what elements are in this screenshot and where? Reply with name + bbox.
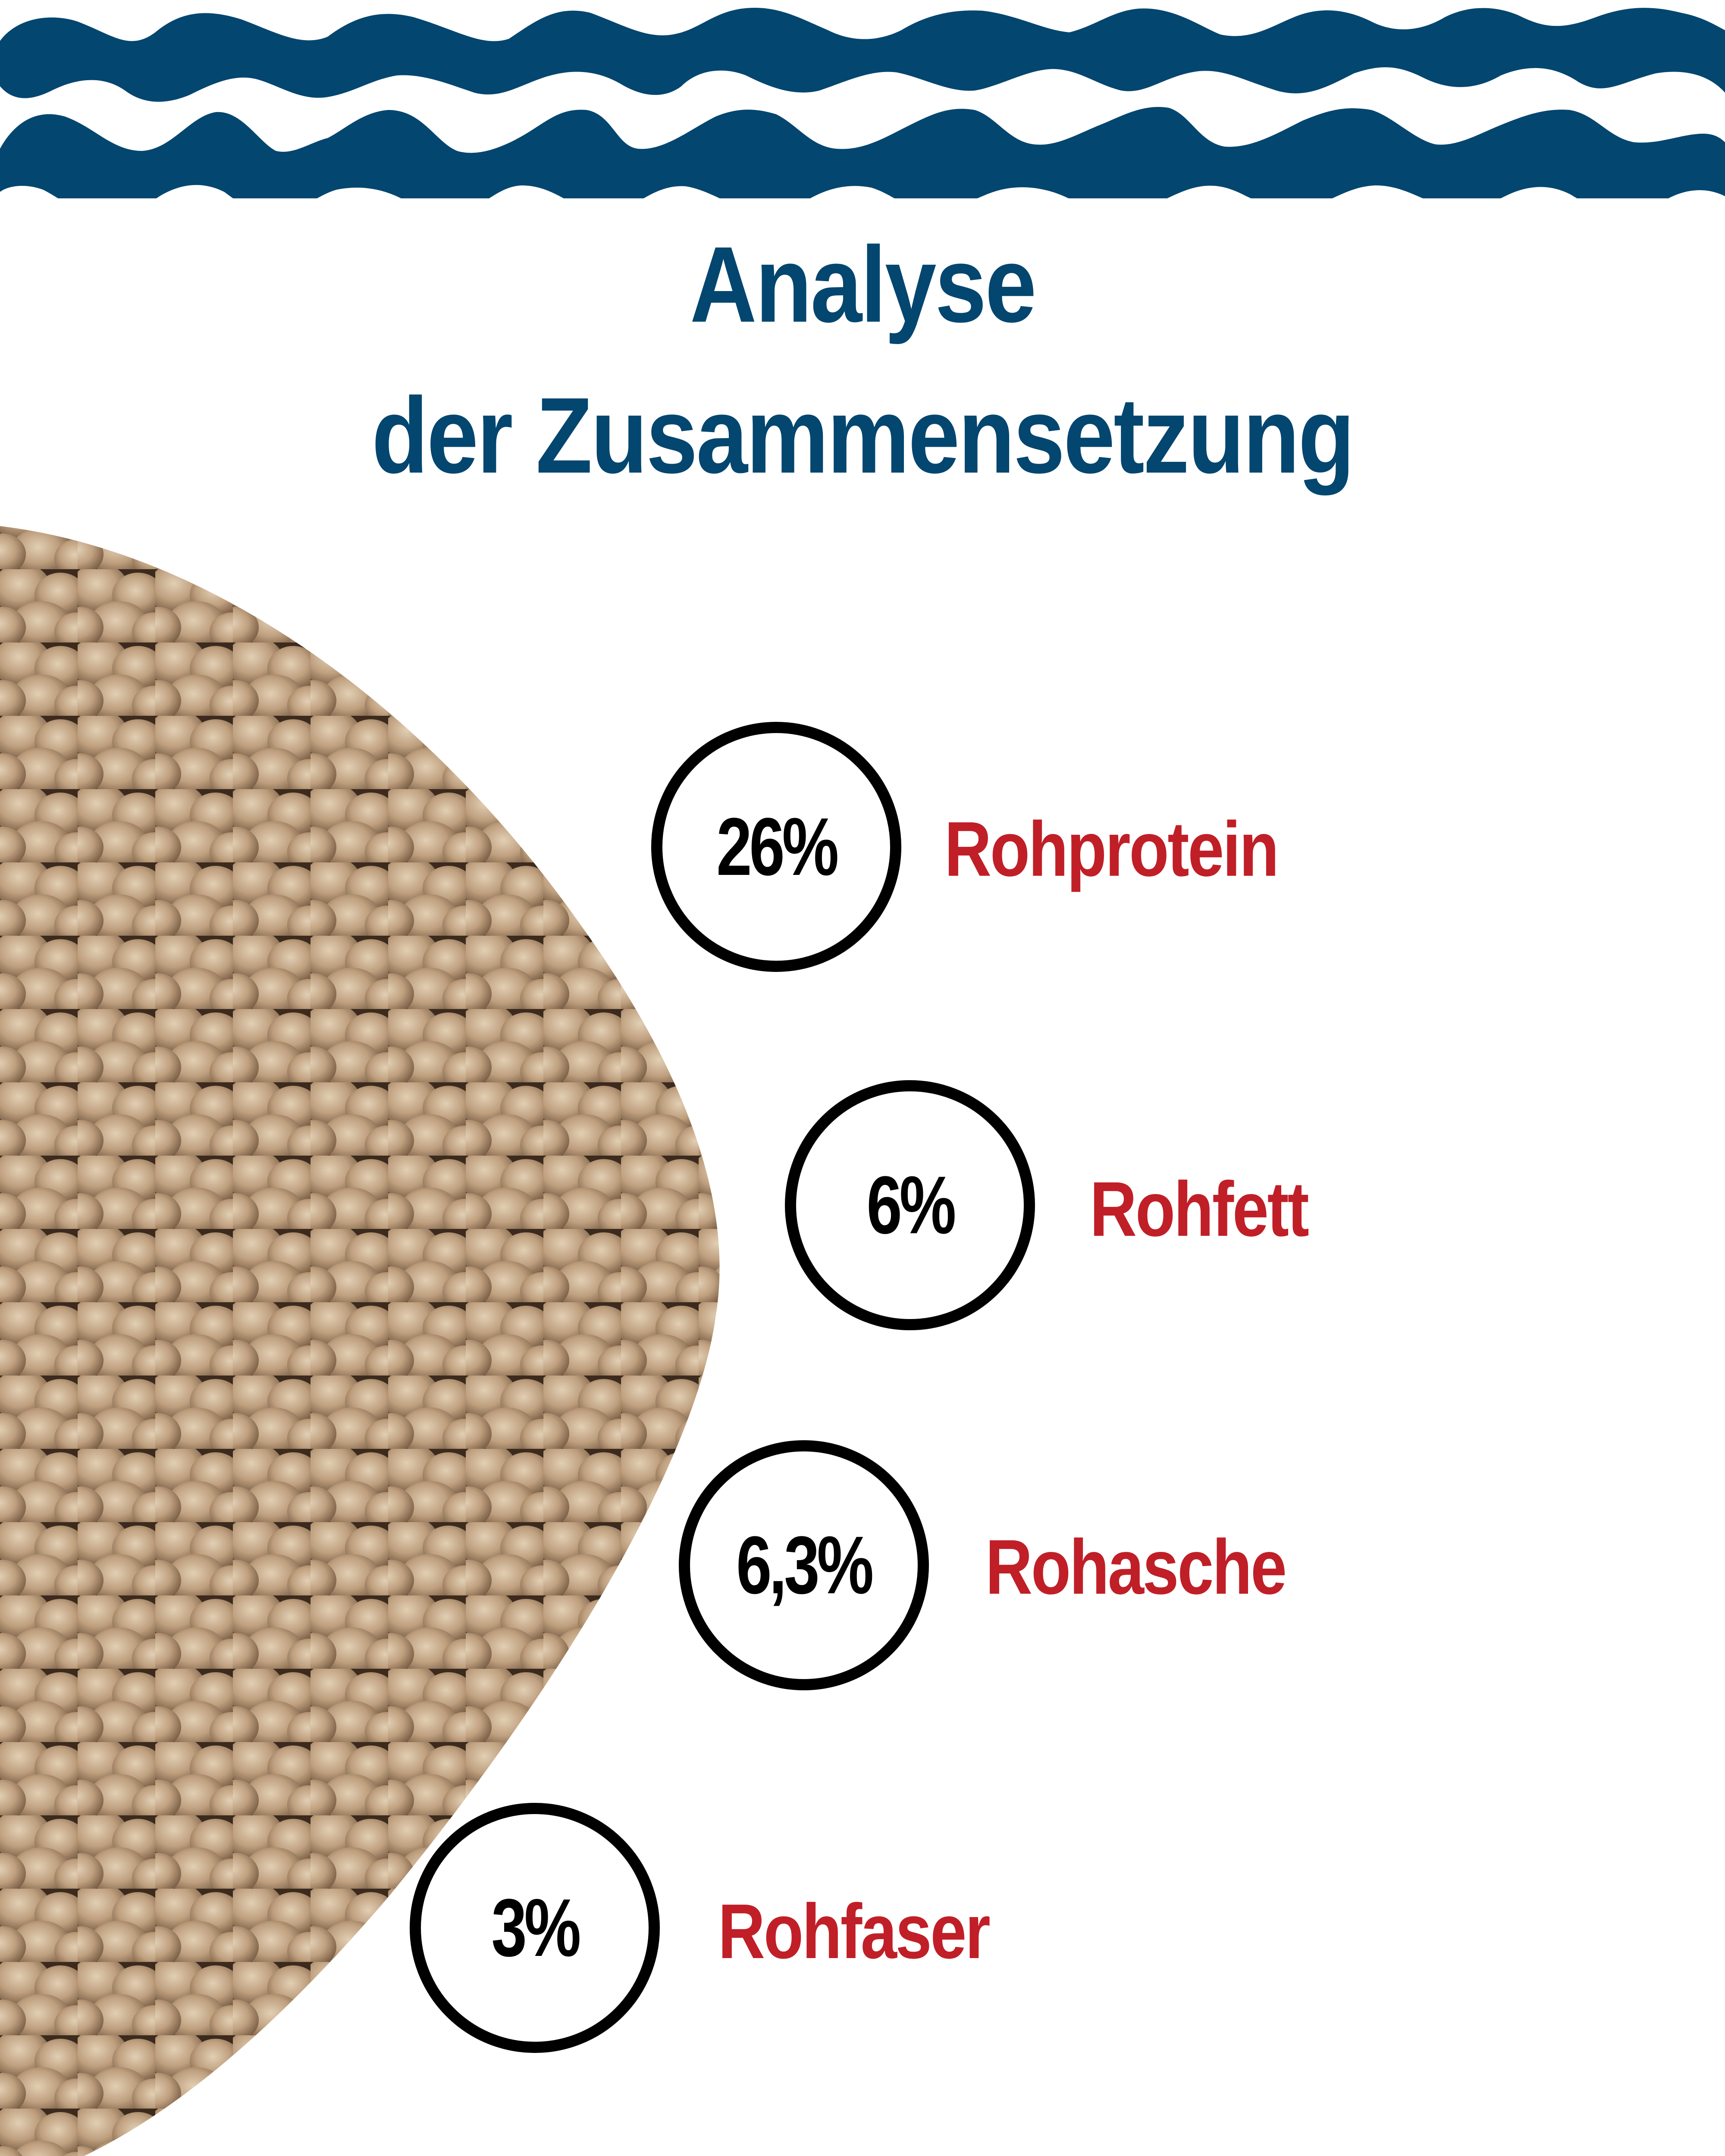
nutrient-label: Rohfaser xyxy=(718,1888,991,1975)
nutrient-label: Rohfett xyxy=(1090,1166,1309,1253)
nutrient-circle-fiber: 3% xyxy=(410,1803,660,2053)
nutrient-label: Rohprotein xyxy=(944,806,1279,893)
page-title-line-2: der Zusammensetzung xyxy=(371,375,1355,495)
nutrient-value: 26% xyxy=(716,801,839,893)
nutrient-value: 6,3% xyxy=(736,1520,874,1611)
nutrient-label: Rohasche xyxy=(985,1524,1287,1611)
nutrient-circle-protein: 26% xyxy=(651,722,901,972)
nutrient-circle-ash: 6,3% xyxy=(679,1440,929,1690)
nutrient-circle-fat: 6% xyxy=(785,1080,1035,1330)
page-title-line-1: Analyse xyxy=(690,224,1037,345)
nutrient-value: 6% xyxy=(866,1159,956,1251)
wave-band-1 xyxy=(0,8,1725,102)
top-wave-decoration xyxy=(0,8,1725,198)
fish-food-pellets-image xyxy=(0,526,720,2156)
nutrient-value: 3% xyxy=(491,1882,581,1974)
wave-band-2 xyxy=(0,107,1725,198)
